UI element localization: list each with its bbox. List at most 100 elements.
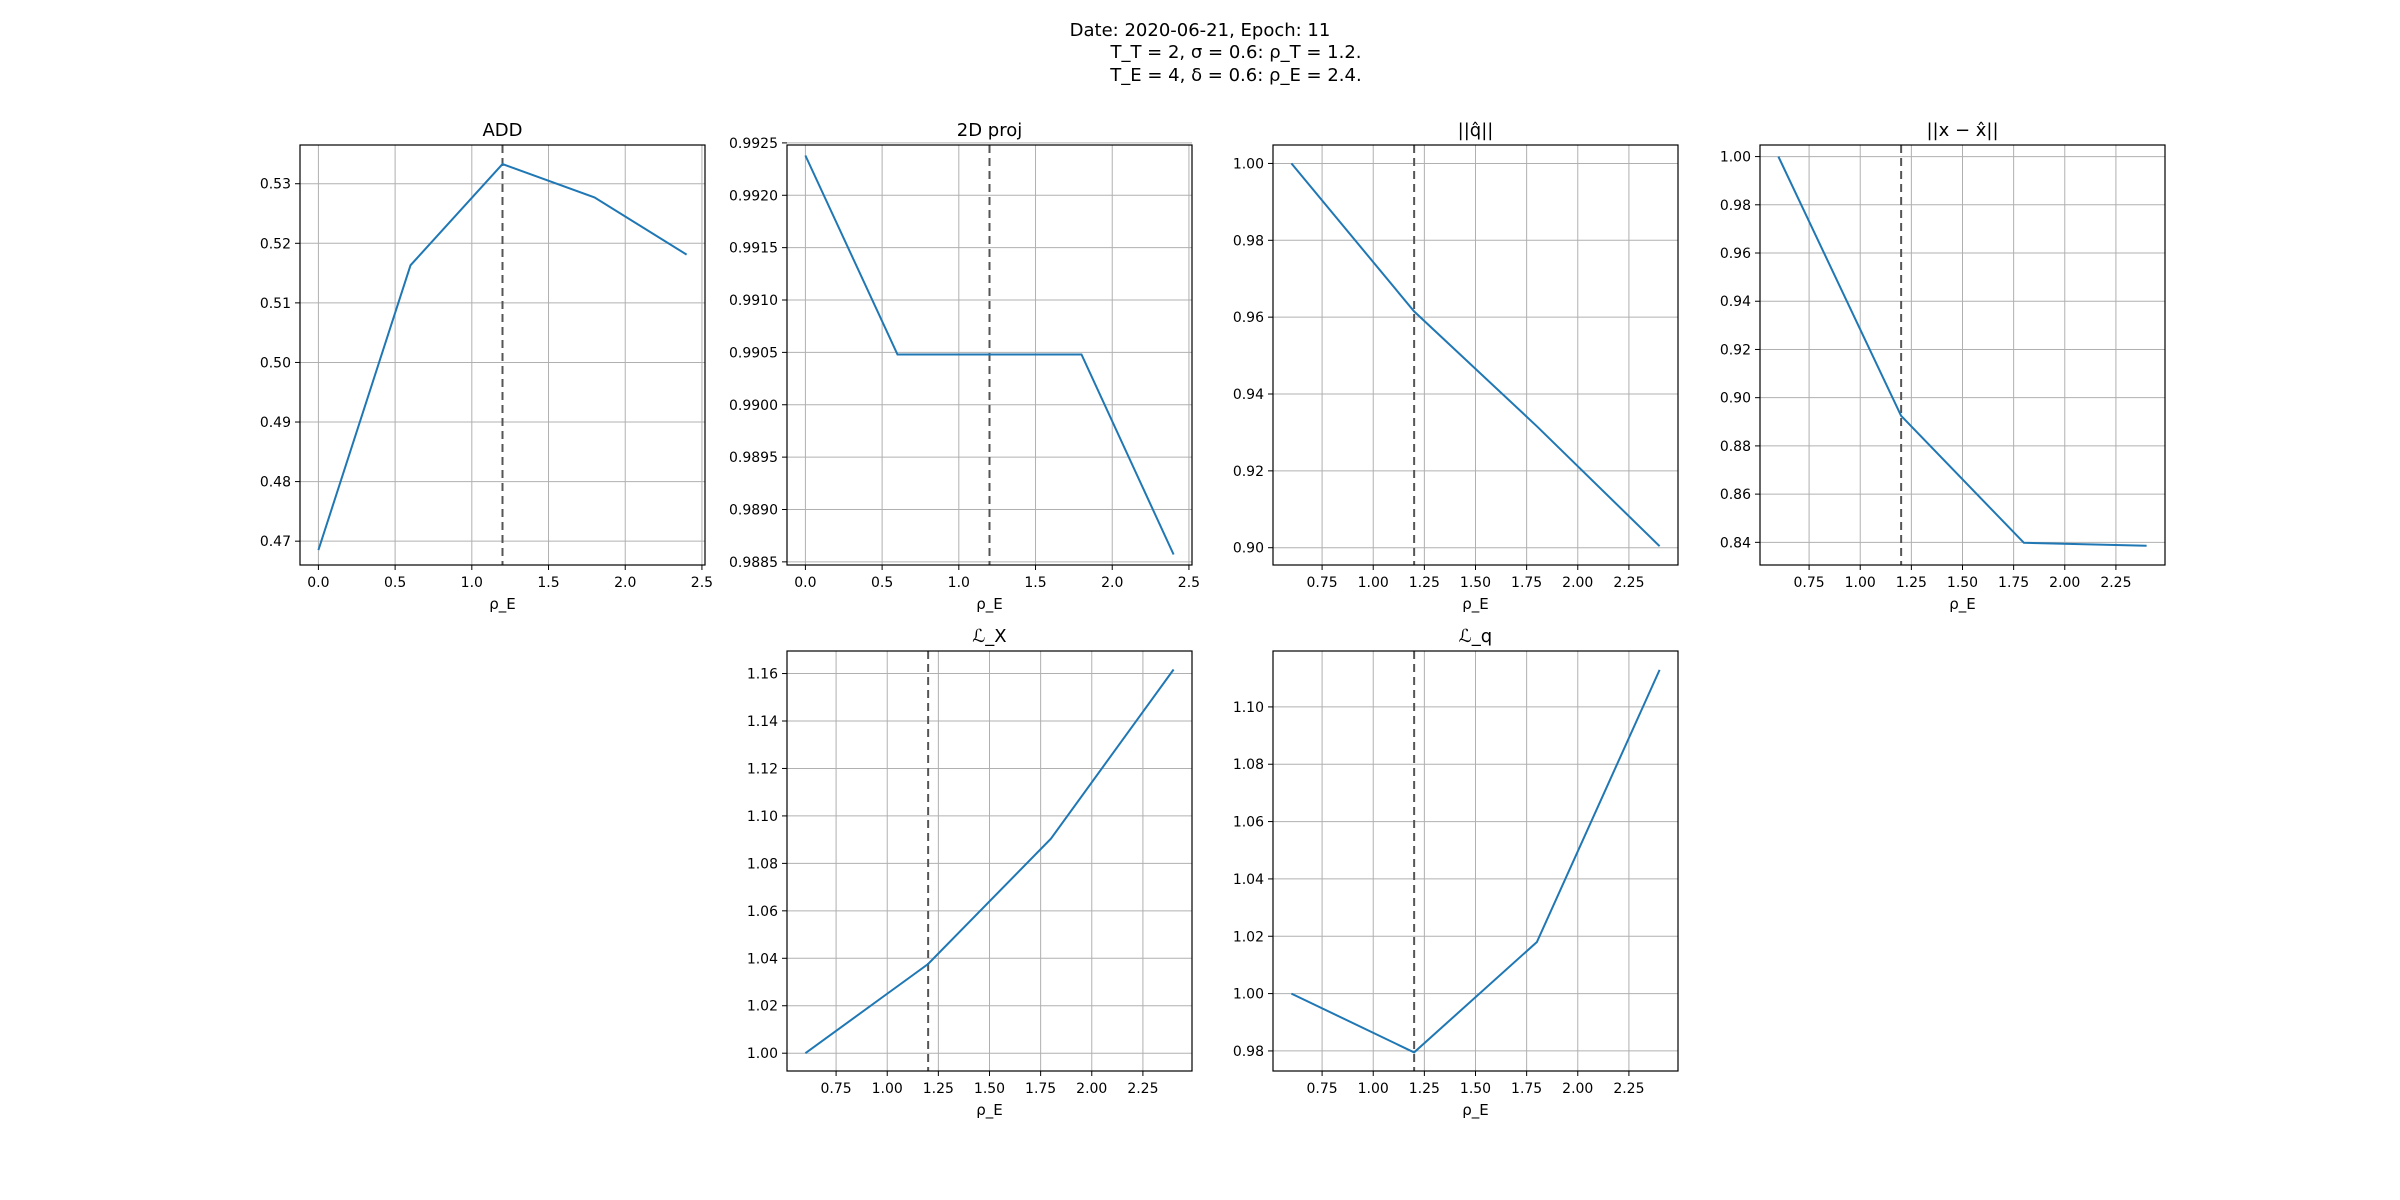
axes-frame <box>786 144 1193 566</box>
x-tick-label: 0.0 <box>307 575 329 591</box>
y-tick-label: 1.16 <box>747 667 778 683</box>
y-tick-label: 1.00 <box>1233 156 1264 172</box>
subplots: 0.0 0.5 1.0 1.5 2.0 2.5 0.47 0.48 0.49 0.50 0.51 0.… <box>260 120 2166 1120</box>
x-tick-label: 1.5 <box>1024 575 1046 591</box>
y-tick-label: 0.88 <box>1720 439 1751 455</box>
subplot-5: 0.75 1.00 1.25 1.50 1.75 2.00 2.25 1.00 1.02 1.04… <box>747 626 1193 1120</box>
series-line <box>317 162 688 551</box>
x-tick-label: 0.75 <box>821 1081 852 1097</box>
x-tick-label: 2.00 <box>2049 575 2080 591</box>
x-tick-label: 2.5 <box>1178 575 1200 591</box>
y-tick-label: 1.02 <box>1233 929 1264 945</box>
series-line <box>804 155 1175 555</box>
x-axis-label: ρ_E <box>976 1101 1003 1120</box>
y-tick-label: 0.9920 <box>729 188 778 204</box>
y-tick-label: 0.94 <box>1720 294 1751 310</box>
x-tick-label: 0.5 <box>871 575 893 591</box>
y-tick-label: 0.90 <box>1720 391 1751 407</box>
y-tick-label: 0.9925 <box>729 136 778 152</box>
series-line <box>1290 162 1661 547</box>
x-tick-label: 0.5 <box>384 575 406 591</box>
subplot-3: 0.75 1.00 1.25 1.50 1.75 2.00 2.25 0.90 0.92 0.94… <box>1233 120 1679 614</box>
x-tick-label: 1.50 <box>974 1081 1005 1097</box>
x-tick-label: 1.25 <box>923 1081 954 1097</box>
suptitle-line-1: Date: 2020-06-21, Epoch: 11 <box>1070 20 1331 41</box>
x-tick-label: 1.00 <box>1358 575 1389 591</box>
x-tick-label: 1.50 <box>1947 575 1978 591</box>
y-tick-label: 0.98 <box>1233 233 1264 249</box>
subplot-title: ||q̂|| <box>1458 120 1494 141</box>
y-tick-label: 1.04 <box>747 951 778 967</box>
x-tick-label: 1.00 <box>872 1081 903 1097</box>
y-tick-label: 1.10 <box>747 809 778 825</box>
x-tick-label: 2.25 <box>1613 575 1644 591</box>
x-tick-label: 2.0 <box>614 575 636 591</box>
x-tick-label: 0.75 <box>1307 575 1338 591</box>
y-tick-label: 0.86 <box>1720 487 1751 503</box>
x-tick-label: 2.00 <box>1562 575 1593 591</box>
y-tick-label: 0.9915 <box>729 241 778 257</box>
subplot-title: 2D proj <box>957 120 1022 141</box>
x-axis-label: ρ_E <box>1462 1101 1489 1120</box>
x-tick-label: 1.75 <box>1998 575 2029 591</box>
x-tick-label: 1.75 <box>1025 1081 1056 1097</box>
x-tick-label: 1.25 <box>1409 575 1440 591</box>
y-tick-label: 1.00 <box>747 1046 778 1062</box>
subplot-title: ||x − x̂|| <box>1926 120 1998 141</box>
y-tick-label: 0.9890 <box>729 502 778 518</box>
x-tick-label: 0.75 <box>1794 575 1825 591</box>
x-tick-label: 2.0 <box>1101 575 1123 591</box>
y-tick-label: 0.9900 <box>729 398 778 414</box>
y-tick-label: 0.9910 <box>729 293 778 309</box>
y-tick-label: 0.94 <box>1233 387 1264 403</box>
x-tick-label: 2.5 <box>691 575 713 591</box>
x-tick-label: 1.0 <box>461 575 483 591</box>
y-tick-label: 1.06 <box>1233 815 1264 831</box>
subplot-title: ADD <box>482 120 522 141</box>
subplot-title: ℒ_X <box>972 626 1006 647</box>
y-tick-label: 0.84 <box>1720 535 1751 551</box>
x-tick-label: 1.0 <box>948 575 970 591</box>
y-tick-label: 0.51 <box>260 296 291 312</box>
x-axis-label: ρ_E <box>1462 595 1489 614</box>
y-tick-label: 1.14 <box>747 714 778 730</box>
y-tick-label: 0.96 <box>1233 310 1264 326</box>
subplot-1: 0.0 0.5 1.0 1.5 2.0 2.5 0.47 0.48 0.49 0.50 0.51 0.… <box>260 120 713 614</box>
x-tick-label: 0.75 <box>1307 1081 1338 1097</box>
series-line <box>1777 156 2147 547</box>
y-tick-label: 0.52 <box>260 236 291 252</box>
x-tick-label: 1.75 <box>1511 575 1542 591</box>
y-tick-label: 0.49 <box>260 415 291 431</box>
suptitle-line-3: T_E = 4, δ = 0.6: ρ_E = 2.4. <box>1109 65 1361 86</box>
axes-frame <box>299 144 706 566</box>
y-tick-label: 0.92 <box>1233 464 1264 480</box>
series-line <box>1290 669 1661 1054</box>
x-axis-label: ρ_E <box>1949 595 1976 614</box>
y-tick-label: 0.96 <box>1720 246 1751 262</box>
suptitle-line-2: T_T = 2, σ = 0.6: ρ_T = 1.2. <box>1109 42 1361 63</box>
y-tick-label: 0.90 <box>1233 541 1264 557</box>
subplot-6: 0.75 1.00 1.25 1.50 1.75 2.00 2.25 0.98 1.00 1.02… <box>1233 626 1679 1120</box>
subplot-2: 0.0 0.5 1.0 1.5 2.0 2.5 0.9885 0.9890 0.9895 0.99… <box>729 120 1200 614</box>
x-tick-label: 0.0 <box>794 575 816 591</box>
x-tick-label: 1.5 <box>537 575 559 591</box>
subplot-4: 0.75 1.00 1.25 1.50 1.75 2.00 2.25 0.84 0.86 0.88… <box>1720 120 2166 614</box>
y-tick-label: 0.9895 <box>729 450 778 466</box>
y-tick-label: 1.04 <box>1233 872 1264 888</box>
y-tick-label: 0.98 <box>1720 198 1751 214</box>
x-tick-label: 1.00 <box>1845 575 1876 591</box>
y-tick-label: 0.98 <box>1233 1044 1264 1060</box>
y-tick-label: 0.48 <box>260 475 291 491</box>
x-tick-label: 1.25 <box>1409 1081 1440 1097</box>
y-tick-label: 1.02 <box>747 999 778 1015</box>
x-tick-label: 1.00 <box>1358 1081 1389 1097</box>
y-tick-label: 1.12 <box>747 761 778 777</box>
y-tick-label: 0.47 <box>260 534 291 550</box>
y-tick-label: 1.08 <box>747 856 778 872</box>
x-axis-label: ρ_E <box>489 595 516 614</box>
x-tick-label: 2.00 <box>1562 1081 1593 1097</box>
x-tick-label: 2.25 <box>1127 1081 1158 1097</box>
x-tick-label: 1.25 <box>1896 575 1927 591</box>
y-tick-label: 0.92 <box>1720 342 1751 358</box>
